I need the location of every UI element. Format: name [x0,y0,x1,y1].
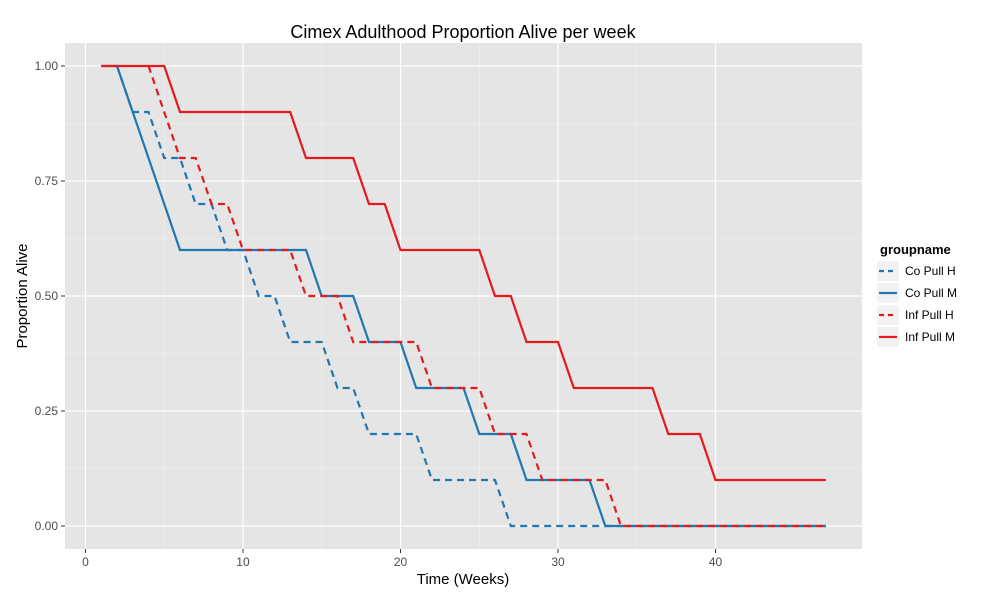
legend: groupname Co Pull H Co Pull M Inf Pull H In… [877,242,957,347]
legend-label: Co Pull H [905,264,956,278]
series-layer [101,64,826,528]
y-tick-label: 0.50 [35,289,59,303]
x-tick-label: 10 [236,555,250,569]
x-axis-title: Time (Weeks) [417,571,510,588]
series-line-co-pull-m [101,64,826,528]
legend-label: Inf Pull H [905,308,954,322]
legend-title: groupname [880,242,951,257]
chart-title: Cimex Adulthood Proportion Alive per wee… [290,22,636,42]
y-tick-label: 0.25 [35,404,59,418]
y-axis: 0.00 0.25 0.50 0.75 1.00 [35,59,65,533]
x-tick-label: 40 [709,555,723,569]
legend-label: Co Pull M [905,286,957,300]
legend-item: Inf Pull H [877,305,954,325]
legend-item: Inf Pull M [877,327,955,347]
x-tick-label: 0 [82,555,89,569]
y-tick-label: 0.75 [35,174,59,188]
y-axis-title: Proportion Alive [14,243,31,348]
x-tick-label: 20 [394,555,408,569]
legend-item: Co Pull H [877,261,956,281]
legend-item: Co Pull M [877,283,957,303]
legend-label: Inf Pull M [905,330,955,344]
y-tick-label: 1.00 [35,59,59,73]
x-tick-label: 30 [551,555,565,569]
series-line-inf-pull-m [101,64,826,482]
series-line-co-pull-h [115,65,826,528]
series-line-inf-pull-h [147,65,826,528]
x-axis: 0 10 20 30 40 [82,549,723,569]
grid-lines [65,43,862,549]
y-tick-label: 0.00 [35,519,59,533]
